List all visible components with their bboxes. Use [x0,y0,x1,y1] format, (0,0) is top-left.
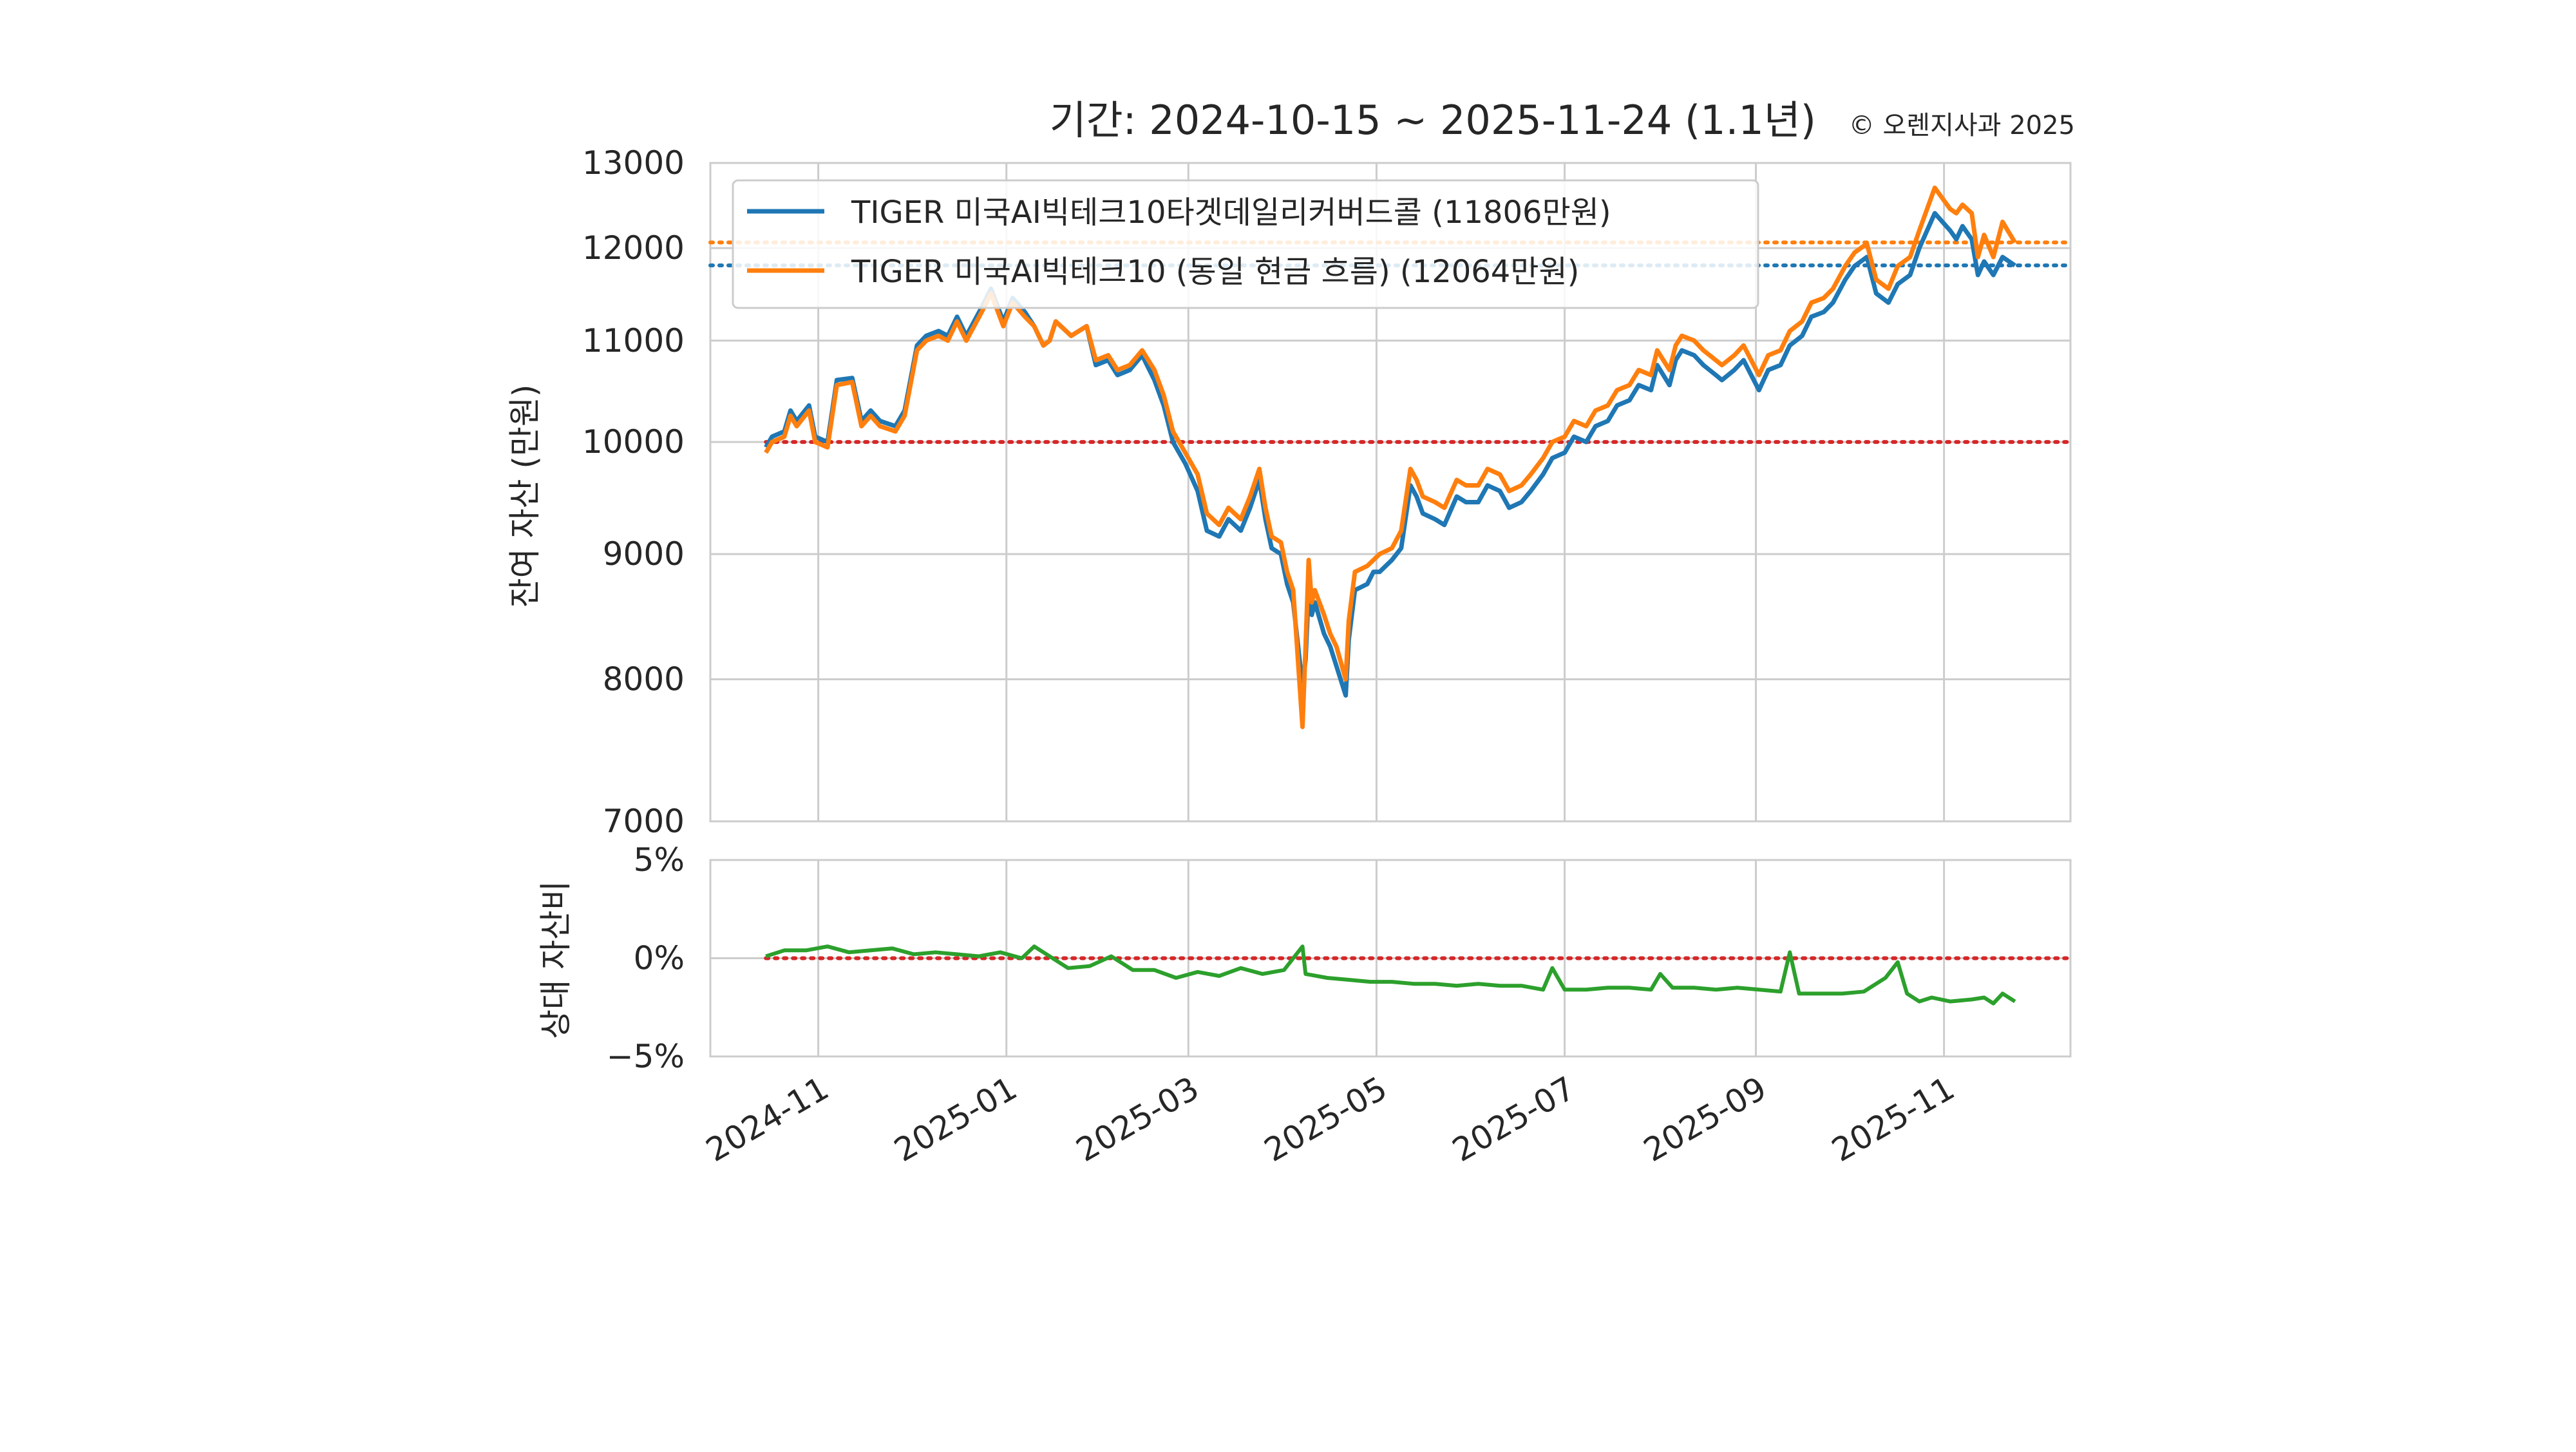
top-y-tick-label: 9000 [603,535,685,573]
x-axis: 2024-11 2025-01 2025-03 2025-05 2025-07 2025-… [700,1069,1961,1169]
top-y-tick-label: 11000 [582,322,685,359]
top-y-tick-label: 7000 [603,803,685,840]
bottom-y-tick-label: 5% [634,841,685,879]
bottom-panel: −5% 0% 5% [607,841,2072,1075]
legend-label-series-a: TIGER 미국AI빅테크10타겟데일리커버드콜 (11806만원) [851,195,1611,231]
bottom-y-axis-label: 상대 자산비 [537,881,574,1039]
top-y-tick-label: 12000 [582,229,685,267]
x-tick-label: 2025-11 [1826,1069,1961,1169]
top-y-axis-label: 잔여 자산 (만원) [506,385,544,608]
x-tick-label: 2025-01 [888,1069,1023,1169]
top-y-tick-label: 13000 [582,144,685,182]
top-y-tick-label: 10000 [582,423,685,461]
x-tick-label: 2025-05 [1258,1069,1394,1169]
top-panel-frame [709,162,2072,823]
chart-title: 기간: 2024-10-15 ~ 2025-11-24 (1.1년) [1050,97,1816,144]
x-tick-label: 2025-09 [1638,1069,1773,1169]
chart-credit: © 오렌지사과 2025 [1849,111,2075,140]
legend-label-series-b: TIGER 미국AI빅테크10 (동일 현금 흐름) (12064만원) [851,254,1579,290]
x-tick-label: 2025-03 [1070,1069,1205,1169]
x-tick-label: 2025-07 [1446,1069,1582,1169]
ratio-line [765,944,2016,1006]
bottom-y-tick-label: −5% [607,1038,685,1075]
bottom-y-tick-label: 0% [634,940,685,977]
top-y-tick-label: 8000 [603,661,685,698]
legend-box [732,179,1759,309]
x-tick-label: 2024-11 [700,1069,835,1169]
bottom-panel-frame [709,859,2072,1058]
legend: TIGER 미국AI빅테크10타겟데일리커버드콜 (11806만원) TIGER… [732,179,1759,309]
